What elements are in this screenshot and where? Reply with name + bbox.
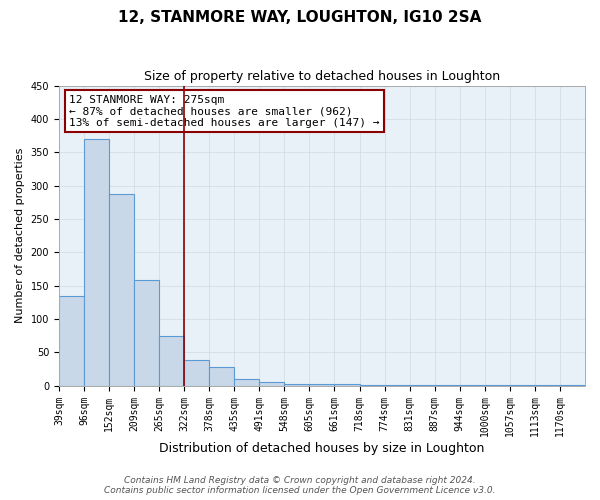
X-axis label: Distribution of detached houses by size in Loughton: Distribution of detached houses by size … [159, 442, 485, 455]
Bar [510, 385, 535, 386]
Text: 12 STANMORE WAY: 275sqm
← 87% of detached houses are smaller (962)
13% of semi-d: 12 STANMORE WAY: 275sqm ← 87% of detache… [70, 94, 380, 128]
Bar [259, 382, 284, 386]
Bar [109, 194, 134, 386]
Bar [334, 384, 359, 386]
Bar [560, 385, 585, 386]
Text: 12, STANMORE WAY, LOUGHTON, IG10 2SA: 12, STANMORE WAY, LOUGHTON, IG10 2SA [118, 10, 482, 25]
Bar [385, 385, 410, 386]
Bar [284, 384, 310, 386]
Bar [485, 385, 510, 386]
Bar [310, 384, 334, 386]
Bar [234, 379, 259, 386]
Text: Contains HM Land Registry data © Crown copyright and database right 2024.
Contai: Contains HM Land Registry data © Crown c… [104, 476, 496, 495]
Bar [460, 385, 485, 386]
Y-axis label: Number of detached properties: Number of detached properties [15, 148, 25, 324]
Bar [84, 139, 109, 386]
Bar [159, 336, 184, 386]
Bar [59, 296, 84, 386]
Bar [535, 385, 560, 386]
Bar [434, 385, 460, 386]
Bar [359, 385, 385, 386]
Bar [209, 367, 234, 386]
Bar [134, 280, 159, 386]
Bar [184, 360, 209, 386]
Bar [410, 385, 434, 386]
Title: Size of property relative to detached houses in Loughton: Size of property relative to detached ho… [144, 70, 500, 83]
